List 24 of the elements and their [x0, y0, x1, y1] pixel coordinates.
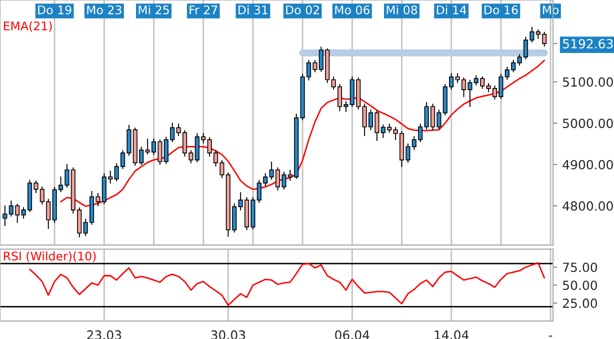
x-tick-label: Mi 08	[386, 5, 418, 14]
x-tick-label: Mo 23	[87, 5, 122, 14]
x-tick-label: Do 02	[286, 5, 319, 14]
y-tick-label: 4800.00	[562, 201, 613, 211]
series-label: RSI (Wilder)(10)	[4, 251, 96, 262]
text: EMA(21)	[4, 21, 52, 32]
y-tick-label: 25.00	[562, 298, 598, 308]
y-tick-label: 50.00	[563, 280, 598, 290]
x-tick-label: Fr 27	[190, 5, 218, 14]
x-tick-label: Di 14	[436, 5, 466, 14]
y-tick-label: 5000.00	[563, 118, 613, 128]
line-series	[60, 60, 546, 207]
x-tick-label: Do 19	[38, 5, 72, 14]
y-tick-label: 4900.00	[562, 160, 613, 170]
y-tick-label: 5100.00	[563, 77, 613, 87]
x-tick-label: Di 31	[238, 5, 268, 14]
y-tick-label: 5192.63	[563, 39, 613, 48]
candlestick	[2, 205, 8, 226]
x-tick-label: -	[548, 336, 552, 337]
x-tick-label: Do 16	[484, 5, 518, 14]
y-tick-label: 75.00	[563, 262, 598, 272]
x-tick-label: Mi 25	[138, 5, 169, 14]
line-series	[29, 262, 546, 306]
x-tick-label: Mo 06	[335, 5, 370, 14]
